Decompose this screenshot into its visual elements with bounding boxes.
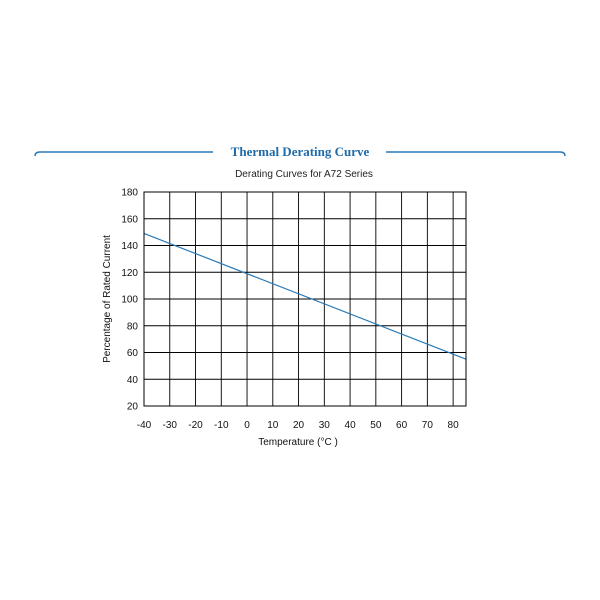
y-tick-label: 80 xyxy=(127,321,139,332)
y-tick-label: 40 xyxy=(127,375,139,386)
y-tick-label: 20 xyxy=(127,402,139,413)
x-tick-label: -30 xyxy=(163,420,178,431)
y-tick-label: 120 xyxy=(121,268,138,279)
x-axis-label: Temperature (°C ) xyxy=(258,437,338,448)
series-lines xyxy=(143,232,467,360)
x-tick-labels: -40 -30 -20 -10 0 10 20 30 40 50 60 70 80 xyxy=(137,420,459,431)
x-tick-label: -10 xyxy=(214,420,229,431)
x-tick-label: -40 xyxy=(137,420,152,431)
grid-lines xyxy=(143,191,466,407)
y-tick-label: 140 xyxy=(121,241,138,252)
y-tick-labels: 20 40 60 80 100 120 140 160 180 xyxy=(121,188,138,413)
x-tick-label: 70 xyxy=(422,420,434,431)
x-tick-label: 0 xyxy=(244,420,250,431)
x-tick-label: 20 xyxy=(293,420,305,431)
series-line xyxy=(143,232,467,360)
x-tick-label: 80 xyxy=(448,420,460,431)
x-tick-label: 60 xyxy=(396,420,408,431)
header-rule-right xyxy=(386,151,566,157)
y-tick-label: 180 xyxy=(121,188,138,199)
y-tick-label: 100 xyxy=(121,295,138,306)
x-tick-label: -20 xyxy=(188,420,203,431)
y-tick-label: 160 xyxy=(121,214,138,225)
x-tick-label: 50 xyxy=(370,420,382,431)
x-tick-label: 30 xyxy=(319,420,331,431)
page-title: Thermal Derating Curve xyxy=(231,144,370,159)
y-axis-label: Percentage of Rated Current xyxy=(102,235,113,363)
chart-title: Derating Curves for A72 Series xyxy=(235,169,373,180)
x-tick-label: 10 xyxy=(267,420,279,431)
header-rule-left xyxy=(34,151,213,157)
y-tick-label: 60 xyxy=(127,348,139,359)
x-tick-label: 40 xyxy=(345,420,357,431)
plot-frame xyxy=(143,191,467,407)
